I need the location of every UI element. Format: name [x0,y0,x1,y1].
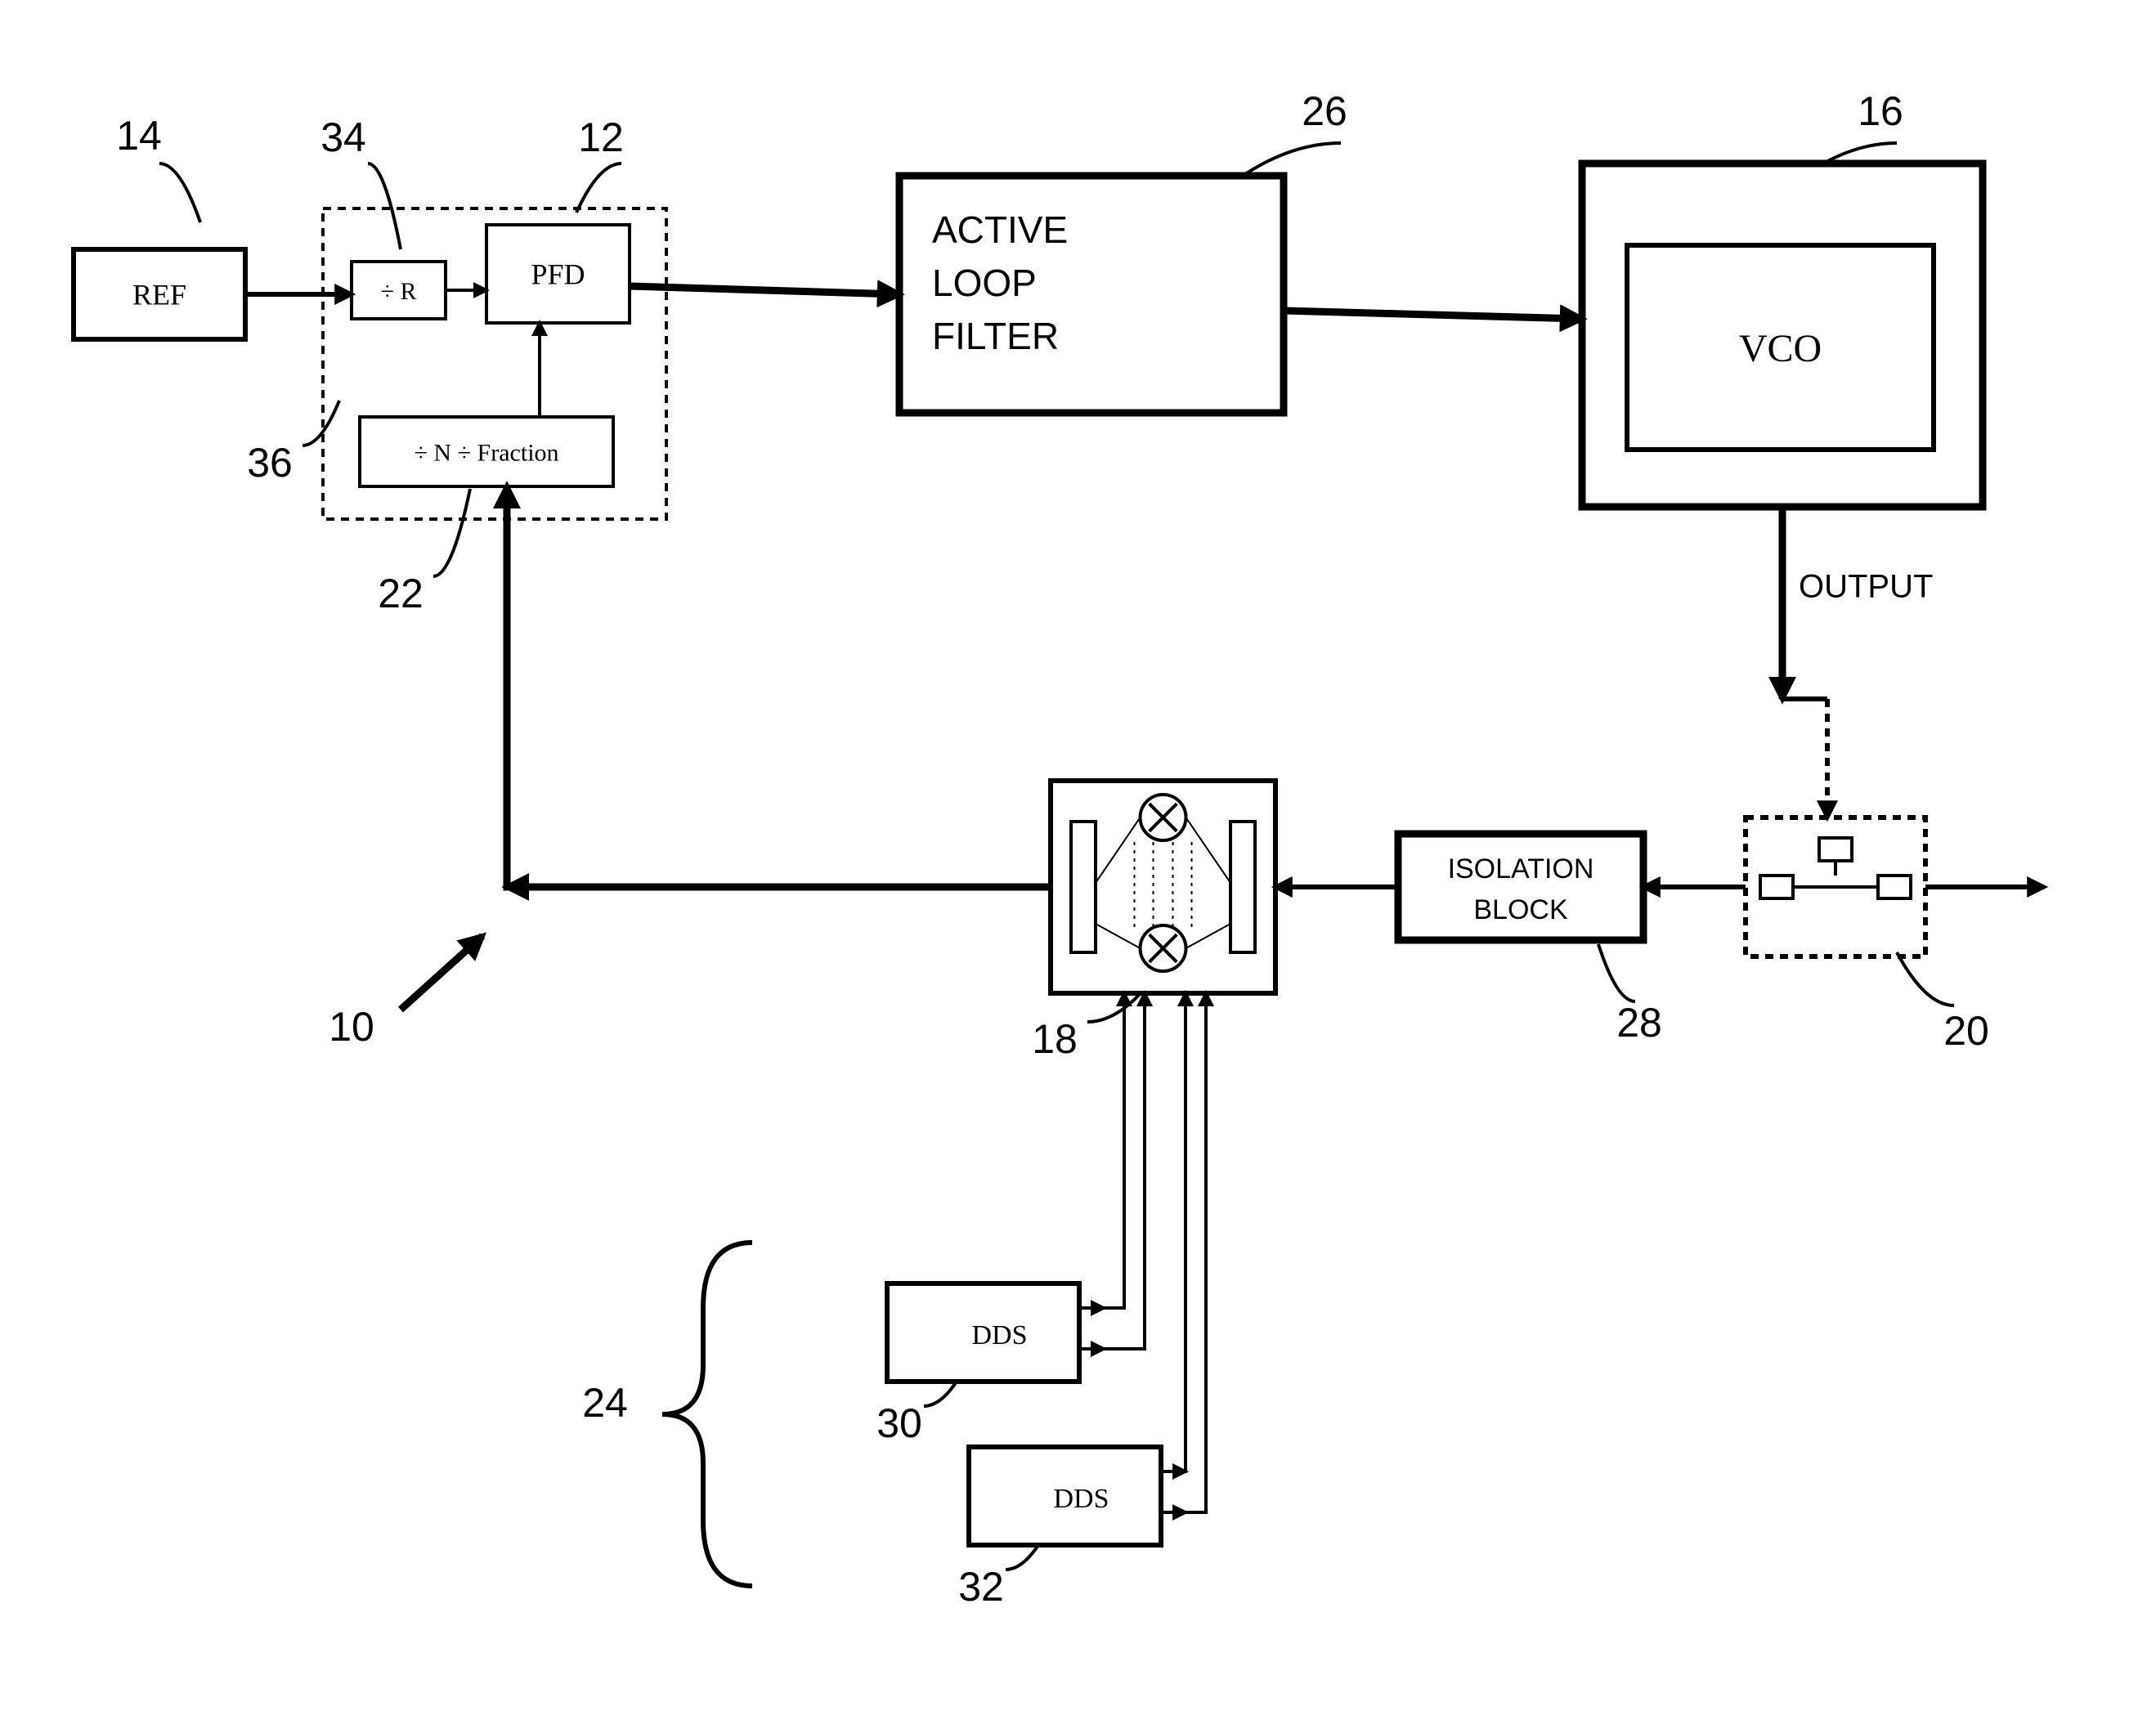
pll-block-diagram: REF ÷ R PFD ÷ N ÷ Fraction ACTIVE LOOP FILTER V… [0,0,2156,1711]
svg-text:DDS: DDS [971,1320,1027,1350]
svg-text:ISOLATION: ISOLATION [1448,853,1594,885]
svg-text:14: 14 [116,113,162,159]
svg-text:30: 30 [876,1400,922,1446]
svg-text:LOOP: LOOP [932,262,1037,304]
svg-text:36: 36 [247,440,293,486]
svg-text:34: 34 [320,114,366,160]
svg-text:18: 18 [1032,1016,1078,1062]
svg-text:ACTIVE: ACTIVE [932,208,1068,251]
svg-text:32: 32 [958,1564,1004,1610]
svg-text:DDS: DDS [1053,1484,1109,1514]
svg-text:24: 24 [582,1380,628,1426]
svg-text:FILTER: FILTER [932,315,1059,357]
svg-text:÷ N ÷ Fraction: ÷ N ÷ Fraction [414,439,558,466]
svg-text:÷ R: ÷ R [381,278,417,305]
svg-text:22: 22 [378,571,424,616]
svg-text:10: 10 [329,1004,374,1050]
svg-text:20: 20 [1943,1008,1989,1054]
svg-text:OUTPUT: OUTPUT [1799,569,1933,605]
svg-text:16: 16 [1858,88,1903,134]
svg-text:VCO: VCO [1739,327,1822,370]
svg-text:BLOCK: BLOCK [1473,894,1568,925]
svg-text:26: 26 [1302,88,1347,134]
svg-text:REF: REF [132,278,186,311]
svg-text:28: 28 [1616,1000,1662,1046]
svg-text:PFD: PFD [531,258,585,290]
svg-text:12: 12 [578,114,624,160]
